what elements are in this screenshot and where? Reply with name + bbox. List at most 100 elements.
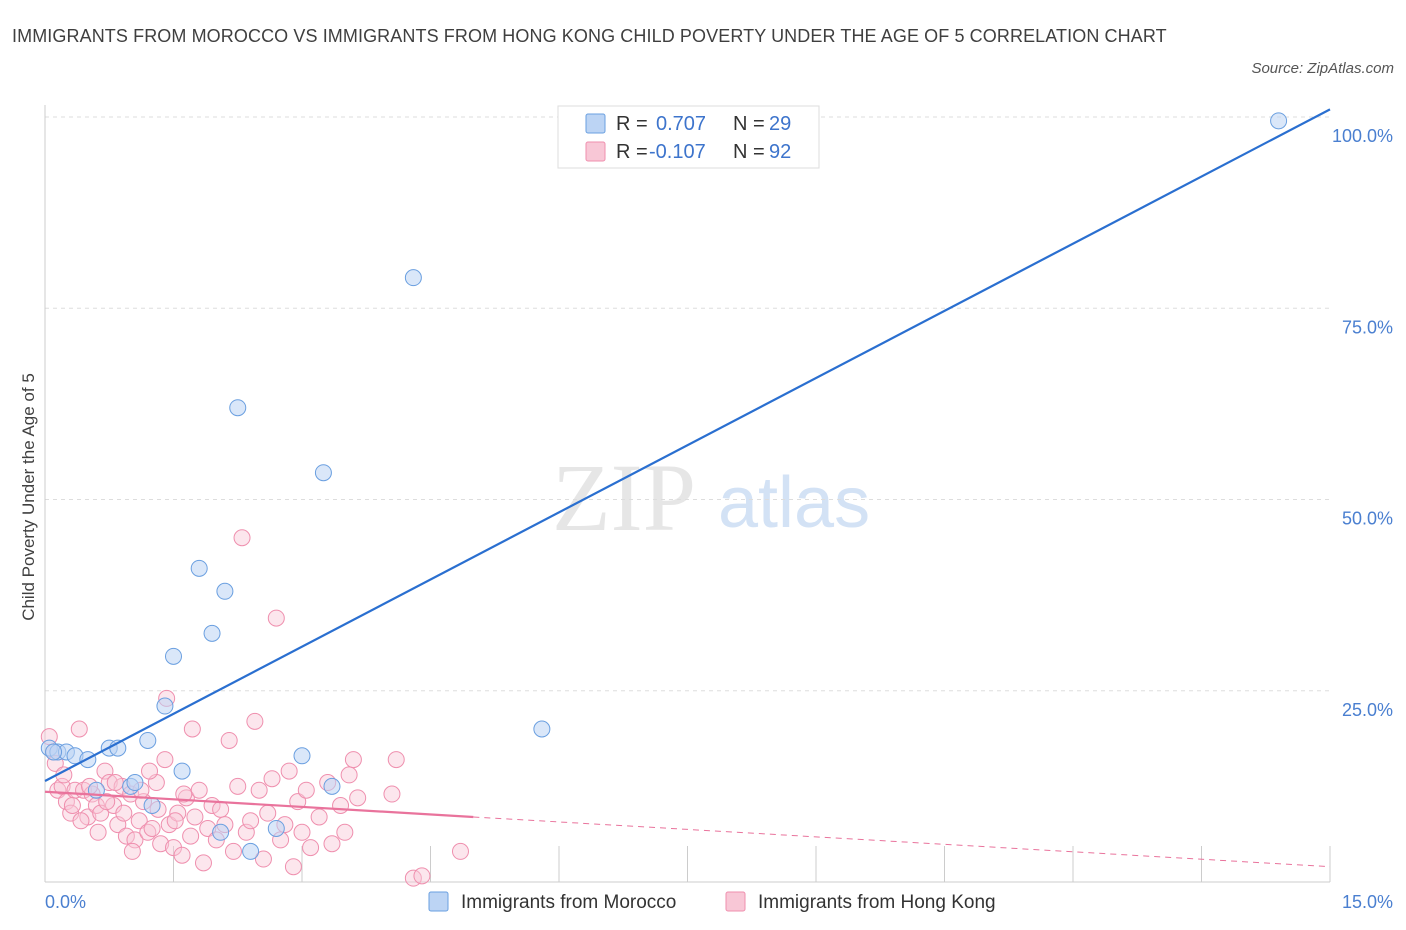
morocco-point-22 <box>293 747 311 765</box>
hongkong-point-7 <box>70 720 88 738</box>
hongkong-point-64 <box>323 835 341 853</box>
hongkong-point-89 <box>166 812 184 830</box>
trend-lines <box>44 108 1331 868</box>
morocco-point-28 <box>45 743 63 761</box>
hongkong-point-73 <box>413 867 431 885</box>
morocco-point-21 <box>267 819 285 837</box>
hongkong-point-81 <box>98 793 116 811</box>
hongkong-point-14 <box>100 774 118 792</box>
chart-title: IMMIGRANTS FROM MOROCCO VS IMMIGRANTS FR… <box>12 26 1167 46</box>
hongkong-point-36 <box>194 854 212 872</box>
hongkong-point-74 <box>451 842 469 860</box>
hongkong-point-62 <box>310 808 328 826</box>
hongkong-trend-extension <box>473 816 1331 868</box>
hongkong-point-21 <box>130 812 148 830</box>
legend-r-label-morocco: R = <box>616 113 648 135</box>
morocco-point-9 <box>126 774 144 792</box>
morocco-point-27 <box>1270 112 1288 130</box>
morocco-point-14 <box>173 762 191 780</box>
bottom-legend-swatch-hongkong <box>725 891 746 912</box>
hongkong-point-57 <box>284 858 302 876</box>
y-tick-labels: 25.0% 50.0% 75.0% 100.0% <box>1332 126 1393 720</box>
legend-r-value-hongkong: -0.107 <box>649 141 706 163</box>
hongkong-point-51 <box>259 804 277 822</box>
hongkong-point-33 <box>182 827 200 845</box>
hongkong-point-60 <box>297 781 315 799</box>
legend-n-value-morocco: 29 <box>769 113 791 135</box>
hongkong-point-65 <box>332 797 350 814</box>
legend-n-value-hongkong: 92 <box>769 141 791 163</box>
series-hongkong-points <box>40 529 469 887</box>
hongkong-point-67 <box>340 766 358 784</box>
hongkong-point-83 <box>115 804 133 822</box>
hongkong-point-71 <box>387 751 405 769</box>
y-axis-label: Child Poverty Under the Age of 5 <box>19 373 38 621</box>
hongkong-point-18 <box>117 827 135 845</box>
morocco-point-10 <box>139 731 157 749</box>
x-tick-labels: 0.0% 15.0% <box>45 892 1393 912</box>
hongkong-point-50 <box>254 850 272 868</box>
hongkong-point-90 <box>175 785 193 803</box>
morocco-point-20 <box>242 842 260 860</box>
hongkong-point-24 <box>143 819 161 837</box>
legend-swatch-morocco <box>585 113 606 134</box>
legend-swatch-hongkong <box>585 141 606 162</box>
hongkong-point-31 <box>173 846 191 864</box>
hongkong-point-48 <box>246 712 264 730</box>
morocco-point-16 <box>203 624 221 642</box>
legend-r-value-morocco: 0.707 <box>656 113 706 135</box>
hongkong-point-80 <box>89 823 107 841</box>
hongkong-point-52 <box>263 770 281 788</box>
hongkong-point-68 <box>344 751 362 769</box>
hongkong-point-45 <box>233 529 251 547</box>
hongkong-point-44 <box>229 777 247 795</box>
hongkong-point-77 <box>63 797 81 814</box>
morocco-point-19 <box>229 399 247 417</box>
y-tick-label-1: 50.0% <box>1342 509 1393 529</box>
legend-n-label-hongkong: N = <box>733 141 765 163</box>
hongkong-point-27 <box>156 751 174 769</box>
morocco-point-15 <box>190 559 208 577</box>
hongkong-point-56 <box>280 762 298 780</box>
hongkong-trend-line <box>44 790 474 819</box>
morocco-point-23 <box>314 464 332 482</box>
hongkong-point-46 <box>237 823 255 841</box>
watermark-atlas: atlas <box>718 463 870 543</box>
hongkong-point-26 <box>152 835 170 853</box>
hongkong-point-35 <box>190 781 208 799</box>
legend-r-label-hongkong: R = <box>616 141 648 163</box>
morocco-trend-line <box>44 108 1331 782</box>
hongkong-point-78 <box>72 812 90 830</box>
x-tick-label-0: 0.0% <box>45 892 86 912</box>
hongkong-point-40 <box>212 800 230 818</box>
bottom-legend: Immigrants from Morocco Immigrants from … <box>428 891 996 913</box>
morocco-point-24 <box>323 777 341 795</box>
top-legend: R = 0.707 N = 29 R = -0.107 N = 92 <box>557 105 820 169</box>
hongkong-point-59 <box>293 823 311 841</box>
hongkong-point-84 <box>123 842 141 860</box>
hongkong-point-86 <box>141 762 159 780</box>
y-tick-label-3: 100.0% <box>1332 126 1393 146</box>
morocco-point-13 <box>165 647 182 665</box>
hongkong-point-61 <box>302 839 320 857</box>
morocco-point-26 <box>533 720 551 738</box>
hongkong-point-70 <box>383 785 401 803</box>
hongkong-point-82 <box>106 774 124 792</box>
hongkong-point-66 <box>336 823 354 841</box>
morocco-point-17 <box>216 582 234 600</box>
hongkong-point-69 <box>349 789 367 807</box>
source-credit: Source: ZipAtlas.com <box>1251 60 1394 77</box>
bottom-legend-label-morocco: Immigrants from Morocco <box>461 892 676 913</box>
legend-n-label-morocco: N = <box>733 113 765 135</box>
hongkong-point-47 <box>242 812 260 830</box>
bottom-legend-swatch-morocco <box>428 891 449 912</box>
hongkong-point-49 <box>250 781 268 799</box>
x-tick-label-1: 15.0% <box>1342 892 1393 912</box>
watermark-zip: ZIP <box>552 444 696 551</box>
hongkong-point-43 <box>224 842 242 860</box>
morocco-point-25 <box>404 269 422 287</box>
hongkong-point-13 <box>96 762 114 780</box>
hongkong-point-34 <box>186 808 204 826</box>
morocco-point-12 <box>156 697 174 715</box>
